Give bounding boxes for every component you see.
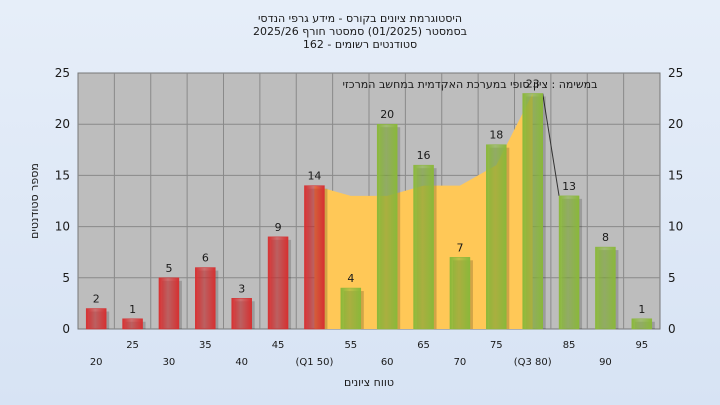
bar-14 xyxy=(595,246,616,330)
x-tick-11: 75 xyxy=(490,340,503,351)
bar-3 xyxy=(195,267,216,330)
x-tick-15: 95 xyxy=(635,340,648,351)
chart-title: היסטוגרמת ציונים בקורס - מידע גרפי הנדסי… xyxy=(253,12,467,51)
y-axis-left: 0 5 10 15 20 25 xyxy=(55,66,70,336)
y-tick-right: 25 xyxy=(668,66,683,80)
y-axis-label: מספר סטודנטים xyxy=(28,163,41,239)
bar-6 xyxy=(304,185,325,330)
value-label-14: 8 xyxy=(602,231,609,244)
x-tick-9: 65 xyxy=(417,340,430,351)
y-tick-right: 15 xyxy=(668,168,683,182)
x-tick-10: 70 xyxy=(454,357,467,368)
value-label-8: 20 xyxy=(380,108,394,121)
x-tick-12: (Q3 80) xyxy=(514,357,552,368)
title-line-2: בסמסטר (01/2025) סמסטר חורף 2025/26 xyxy=(253,25,467,38)
bar-15 xyxy=(631,318,653,330)
x-tick-13: 85 xyxy=(563,340,576,351)
value-label-15: 1 xyxy=(638,303,645,316)
x-axis: 20 25 30 35 40 45 (Q1 50) 55 60 65 70 75 (Q3 80) 85 90… xyxy=(90,340,648,368)
bar-12 xyxy=(522,93,543,330)
bar-4 xyxy=(231,298,252,330)
value-label-5: 9 xyxy=(275,221,282,234)
x-tick-6: (Q1 50) xyxy=(295,357,333,368)
bar-5 xyxy=(267,236,289,330)
x-tick-1: 25 xyxy=(126,340,139,351)
y-tick-left: 25 xyxy=(55,66,70,80)
title-line-1: היסטוגרמת ציונים בקורס - מידע גרפי הנדסי xyxy=(258,12,462,25)
value-label-0: 2 xyxy=(93,293,100,306)
y-tick-left: 20 xyxy=(55,117,70,131)
bar-2 xyxy=(158,277,180,330)
value-label-6: 14 xyxy=(307,170,321,183)
bars xyxy=(85,93,655,330)
bar-1 xyxy=(122,318,143,330)
value-label-10: 7 xyxy=(456,241,463,254)
x-tick-8: 60 xyxy=(381,357,394,368)
bar-0 xyxy=(85,308,107,330)
value-label-4: 3 xyxy=(238,282,245,295)
value-labels: 2 1 5 6 3 9 14 4 20 16 7 18 23 13 8 1 xyxy=(93,77,646,315)
bar-9 xyxy=(413,164,434,330)
x-tick-4: 40 xyxy=(235,357,248,368)
y-axis-right: 0 5 10 15 20 25 xyxy=(668,66,683,336)
value-label-2: 5 xyxy=(165,262,172,275)
y-tick-right: 5 xyxy=(668,271,676,285)
y-tick-right: 0 xyxy=(668,322,676,336)
x-tick-14: 90 xyxy=(599,357,612,368)
y-tick-right: 20 xyxy=(668,117,683,131)
x-axis-label: טווח ציונים xyxy=(344,376,394,389)
x-tick-3: 35 xyxy=(199,340,212,351)
value-label-3: 6 xyxy=(202,252,209,265)
bar-7 xyxy=(340,287,362,330)
x-tick-7: 55 xyxy=(344,340,357,351)
value-label-13: 13 xyxy=(562,180,576,193)
bar-13 xyxy=(558,195,580,330)
x-tick-5: 45 xyxy=(272,340,285,351)
bar-8 xyxy=(376,123,398,330)
y-tick-left: 0 xyxy=(62,322,70,336)
value-label-7: 4 xyxy=(347,272,354,285)
x-tick-0: 20 xyxy=(90,357,103,368)
bar-10 xyxy=(449,257,471,330)
y-tick-left: 5 xyxy=(62,271,70,285)
y-tick-left: 10 xyxy=(55,220,70,234)
y-tick-left: 15 xyxy=(55,168,70,182)
value-label-1: 1 xyxy=(129,303,136,316)
value-label-9: 16 xyxy=(417,149,431,162)
x-tick-2: 30 xyxy=(163,357,176,368)
value-label-11: 18 xyxy=(489,129,503,142)
value-label-12: 23 xyxy=(526,77,540,90)
bar-11 xyxy=(486,144,507,330)
band-connector xyxy=(542,93,560,196)
chart-annotation: במשימה : ציון סופי במערכת האקדמית במחשב … xyxy=(343,78,598,91)
y-tick-right: 10 xyxy=(668,220,683,234)
title-line-3: סטודנטים רשומים - 162 xyxy=(303,38,417,51)
